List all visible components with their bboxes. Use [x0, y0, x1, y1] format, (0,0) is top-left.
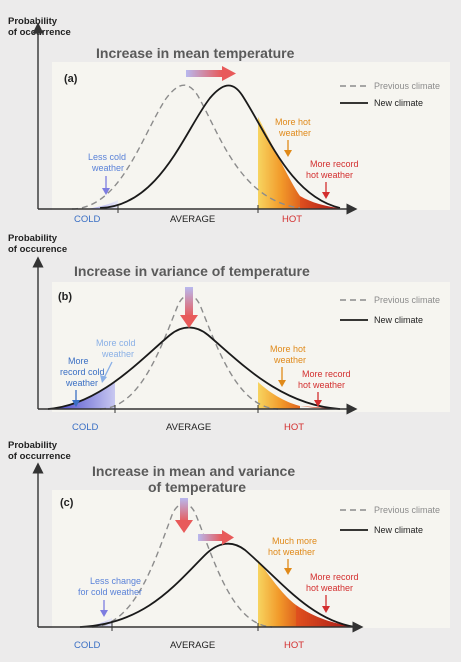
- panel-label: (b): [58, 291, 72, 303]
- panel-label: (a): [64, 73, 78, 85]
- x-label-cold: COLD: [72, 422, 99, 433]
- note-hot: More hot weather: [275, 117, 313, 138]
- note-record-hot: More record hot weather: [306, 572, 361, 593]
- y-axis-label-line2: of occurence: [8, 244, 67, 255]
- x-label-cold: COLD: [74, 214, 101, 225]
- x-label-average: AVERAGE: [170, 214, 215, 225]
- shift-arrow-shaft: [185, 287, 193, 317]
- legend-new-label: New climate: [374, 525, 423, 535]
- y-axis-label-line1: Probability: [8, 440, 58, 451]
- note-record-hot: More record hot weather: [306, 159, 361, 180]
- y-axis-label-line2: of occurrence: [8, 27, 71, 38]
- y-axis-label-line1: Probability: [8, 16, 58, 27]
- note-record-hot: More record hot weather: [298, 369, 353, 390]
- legend-previous-label: Previous climate: [374, 295, 440, 305]
- shift-arrow-right-shaft: [198, 534, 222, 541]
- panel-c: Probability of occurrence Increase in me…: [8, 440, 450, 651]
- panel-label: (c): [60, 497, 74, 509]
- panel-b: Probability of occurence Increase in var…: [8, 233, 450, 433]
- panel-title-line2: of temperature: [148, 479, 246, 495]
- y-axis-label-line1: Probability: [8, 233, 58, 244]
- note-hot: More hot weather: [270, 344, 308, 365]
- x-label-hot: HOT: [284, 640, 304, 651]
- shift-arrow-down-shaft: [180, 498, 188, 522]
- x-label-average: AVERAGE: [166, 422, 211, 433]
- legend-previous-label: Previous climate: [374, 81, 440, 91]
- note-cold: More cold weather: [96, 338, 138, 359]
- y-axis-label-line2: of occurrence: [8, 451, 71, 462]
- legend-new-label: New climate: [374, 98, 423, 108]
- x-label-hot: HOT: [282, 214, 302, 225]
- panel-title: Increase in mean temperature: [96, 45, 295, 61]
- note-hot: Much more hot weather: [268, 536, 320, 557]
- panel-title-line1: Increase in mean and variance: [92, 463, 295, 479]
- note-cold: Less cold weather: [88, 152, 129, 173]
- x-label-average: AVERAGE: [170, 640, 215, 651]
- x-label-hot: HOT: [284, 422, 304, 433]
- legend-previous-label: Previous climate: [374, 505, 440, 515]
- panel-a: Probability of occurrence Increase in me…: [8, 16, 450, 225]
- legend-new-label: New climate: [374, 315, 423, 325]
- shift-arrow-shaft: [186, 70, 222, 77]
- panel-title: Increase in variance of temperature: [74, 263, 310, 279]
- x-label-cold: COLD: [74, 640, 101, 651]
